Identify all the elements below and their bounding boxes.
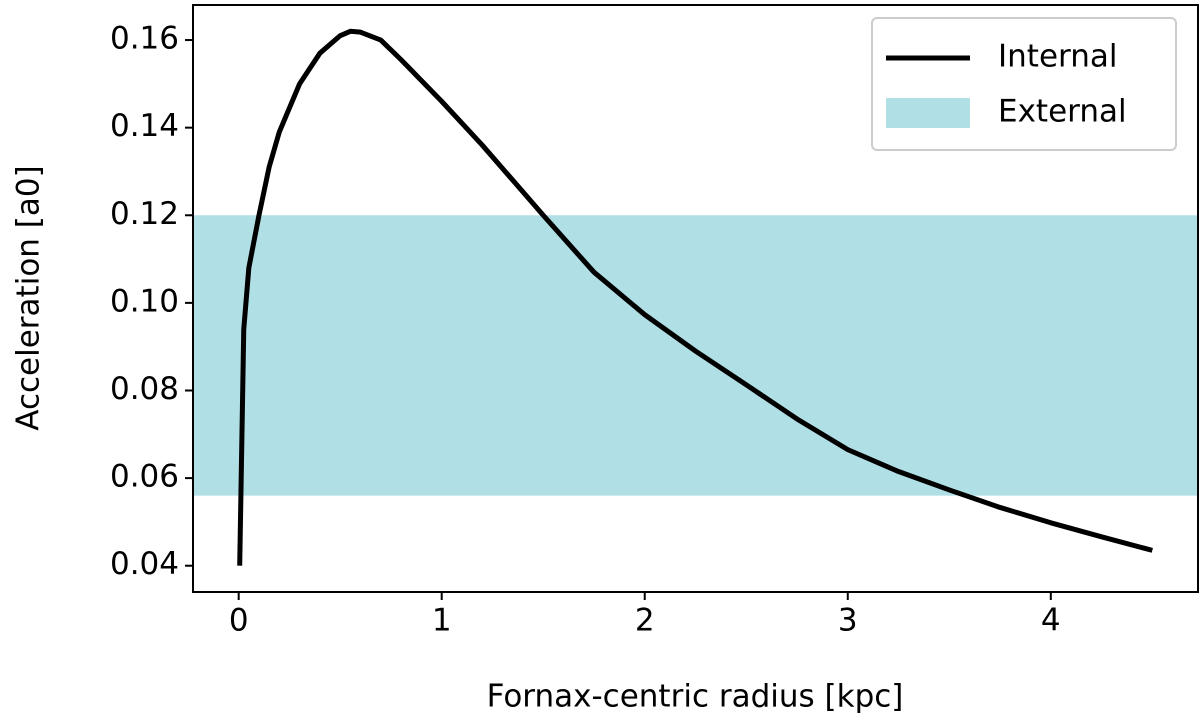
y-tick-label: 0.12 <box>110 196 179 232</box>
x-tick-label: 2 <box>635 603 655 639</box>
band <box>193 215 1198 496</box>
y-axis-label: Acceleration [a0] <box>11 165 47 430</box>
y-tick-label: 0.06 <box>110 459 179 495</box>
x-axis-label: Fornax-centric radius [kpc] <box>487 679 904 715</box>
line <box>237 28 1153 566</box>
y-tick-label: 0.08 <box>110 371 179 407</box>
x-tick-label: 1 <box>432 603 452 639</box>
legend-patch <box>886 98 970 128</box>
y-tick-label: 0.16 <box>110 21 179 57</box>
legend-label: Internal <box>998 39 1117 75</box>
y-tick-label: 0.10 <box>110 283 179 319</box>
legend-label: External <box>998 94 1127 130</box>
x-tick-label: 0 <box>229 603 249 639</box>
y-tick-label: 0.04 <box>110 546 179 582</box>
y-tick-label: 0.14 <box>110 108 179 144</box>
plot-frame <box>192 4 1199 593</box>
x-tick-label: 3 <box>838 603 858 639</box>
x-tick-label: 4 <box>1041 603 1061 639</box>
